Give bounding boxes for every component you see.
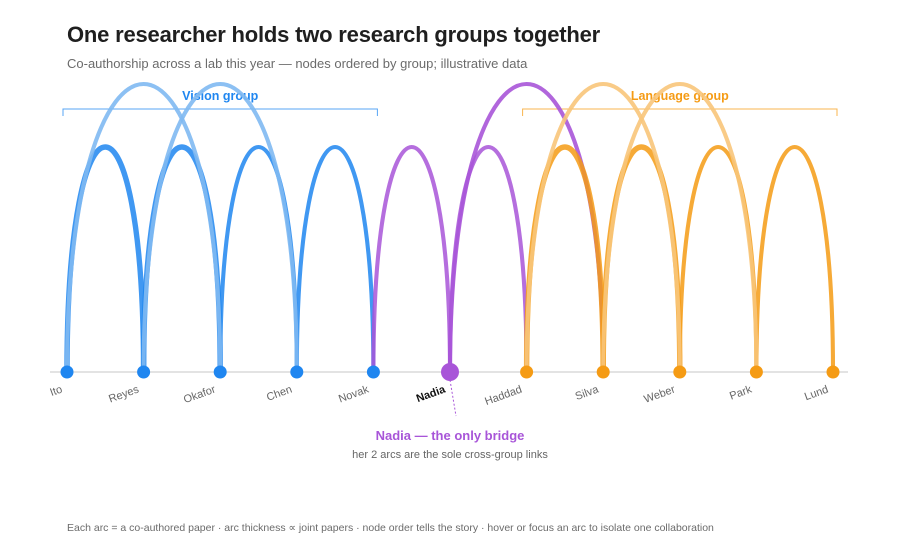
node-park[interactable] (749, 365, 763, 379)
arc-nadia-haddad[interactable] (447, 145, 529, 375)
arc-okafor-chen[interactable] (218, 145, 299, 375)
node-label-haddad: Haddad (483, 384, 523, 408)
node-novak[interactable] (366, 365, 380, 379)
nodes-layer (60, 363, 840, 381)
callout-leader (449, 379, 457, 417)
arc-weber-park[interactable] (677, 145, 759, 375)
arc-novak-nadia[interactable] (371, 145, 453, 375)
arc-ito-reyes[interactable] (64, 144, 147, 375)
node-label-okafor: Okafor (182, 383, 217, 406)
node-label-novak: Novak (337, 383, 371, 405)
chart-title: One researcher holds two research groups… (67, 22, 601, 47)
node-okafor[interactable] (213, 365, 227, 379)
node-label-park: Park (728, 383, 754, 402)
arc-reyes-okafor[interactable] (140, 144, 223, 375)
language-group-bracket (522, 108, 838, 116)
arc-reyes-chen[interactable] (141, 82, 299, 375)
node-silva[interactable] (596, 365, 610, 379)
arc-haddad-silva[interactable] (523, 144, 606, 375)
arc-park-lund[interactable] (754, 145, 836, 375)
node-label-silva: Silva (574, 383, 601, 403)
node-label-reyes: Reyes (107, 383, 141, 405)
arc-silva-weber[interactable] (600, 144, 683, 375)
node-label-ito: Ito (48, 384, 64, 399)
node-nadia[interactable] (441, 363, 459, 381)
bridge-callout-subtitle: her 2 arcs are the sole cross-group link… (352, 449, 548, 461)
arcs-layer (64, 82, 836, 375)
chart-footnote: Each arc = a co-authored paper · arc thi… (67, 522, 714, 534)
labels-layer: Ito Reyes Okafor Chen Novak Nadia Haddad Silva W… (48, 383, 830, 408)
node-reyes[interactable] (137, 365, 151, 379)
arc-chen-novak[interactable] (294, 145, 376, 375)
node-chen[interactable] (290, 365, 304, 379)
arc-silva-park[interactable] (601, 82, 759, 375)
language-group-label: Language group (631, 89, 729, 103)
node-lund[interactable] (826, 365, 840, 379)
chart-subtitle: Co-authorship across a lab this year — n… (67, 56, 528, 71)
arc-ito-okafor[interactable] (64, 82, 223, 375)
vision-group-bracket (62, 108, 378, 116)
node-label-chen: Chen (265, 384, 294, 404)
node-weber[interactable] (673, 365, 687, 379)
node-label-lund: Lund (803, 384, 830, 404)
arc-haddad-weber[interactable] (524, 82, 682, 375)
bridge-callout-title: Nadia — the only bridge (376, 428, 525, 443)
node-ito[interactable] (60, 365, 74, 379)
node-label-weber: Weber (642, 383, 677, 405)
node-haddad[interactable] (520, 365, 534, 379)
node-label-nadia: Nadia (415, 383, 448, 405)
